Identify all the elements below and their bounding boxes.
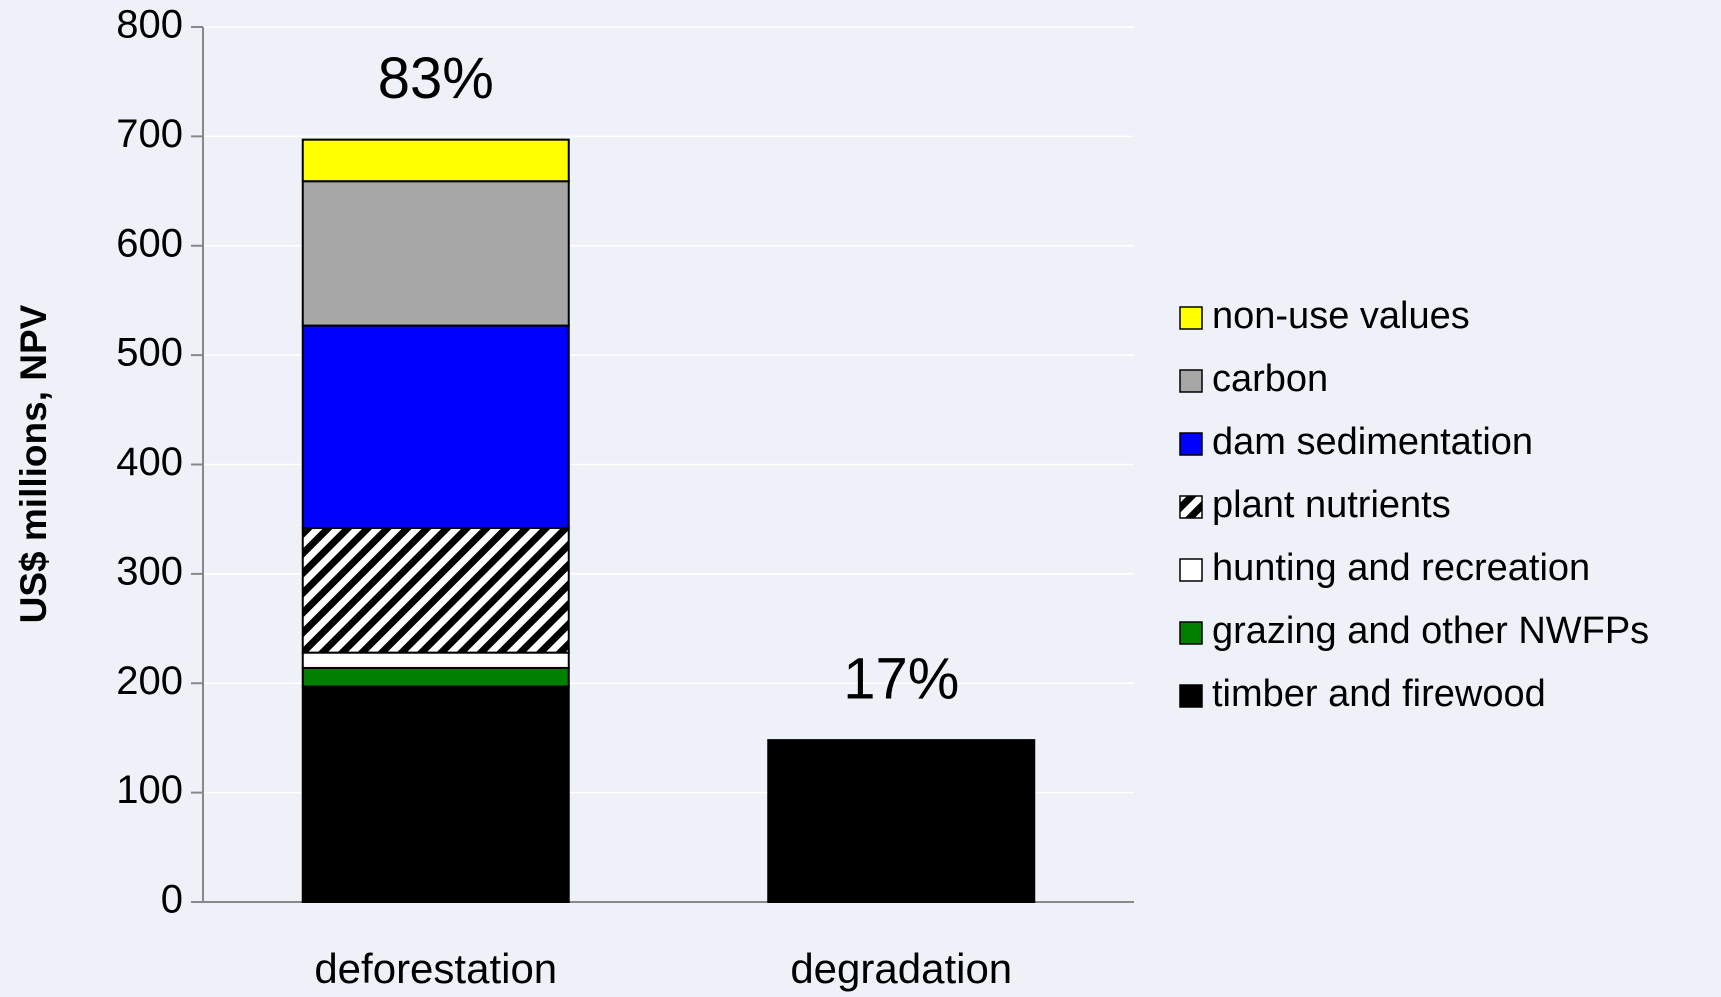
legend-label: plant nutrients: [1212, 484, 1451, 526]
legend-swatch: [1179, 306, 1203, 330]
bar-segment: [301, 666, 570, 688]
bar-segment: [301, 324, 570, 529]
bar-segment: [301, 180, 570, 327]
bar-segment: [301, 651, 570, 669]
legend-label: carbon: [1212, 358, 1328, 400]
legend-label: grazing and other NWFPs: [1212, 610, 1649, 652]
y-tick-label: 800: [116, 3, 183, 47]
legend-label: hunting and recreation: [1212, 547, 1590, 589]
bar-segment: [301, 138, 570, 183]
y-tick-label: 0: [161, 878, 183, 922]
bar-label: 17%: [843, 646, 959, 711]
x-tick-label: deforestation: [314, 945, 557, 992]
y-axis-label: US$ millions, NPV: [13, 304, 54, 623]
legend-swatch: [1179, 558, 1203, 582]
legend-swatch: [1179, 495, 1203, 519]
legend-swatch: [1179, 684, 1203, 708]
y-tick-label: 100: [116, 768, 183, 812]
legend-swatch: [1179, 432, 1203, 456]
y-tick-label: 600: [116, 221, 183, 265]
y-tick-label: 200: [116, 659, 183, 703]
legend-swatch: [1179, 621, 1203, 645]
legend-label: timber and firewood: [1212, 673, 1546, 715]
bar-label: 83%: [378, 46, 494, 111]
y-tick-label: 500: [116, 331, 183, 375]
legend-label: non-use values: [1212, 295, 1470, 337]
bar-segment: [767, 739, 1036, 903]
bar-segment: [301, 685, 570, 903]
legend-swatch: [1179, 369, 1203, 393]
y-tick-label: 300: [116, 549, 183, 593]
y-tick-label: 700: [116, 112, 183, 156]
bar-segment: [301, 526, 570, 654]
legend-label: dam sedimentation: [1212, 421, 1533, 463]
x-tick-label: degradation: [790, 945, 1012, 992]
y-tick-label: 400: [116, 440, 183, 484]
